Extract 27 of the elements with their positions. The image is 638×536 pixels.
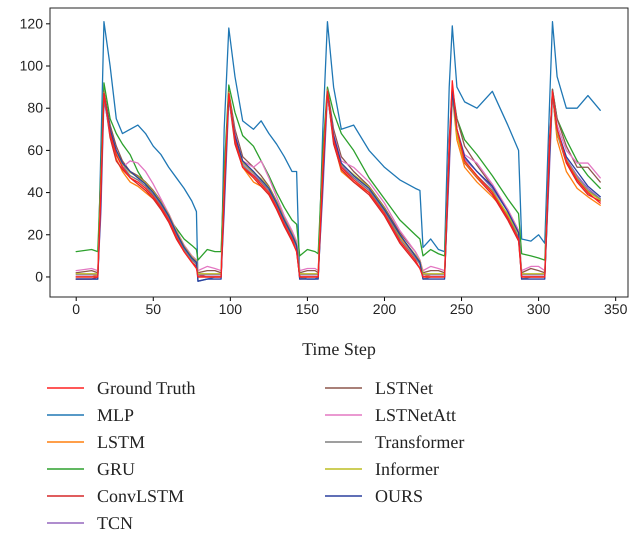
x-tick-label: 50: [145, 300, 162, 317]
x-tick-label: 150: [296, 300, 320, 317]
y-tick-label: 0: [35, 268, 44, 284]
y-tick-label: 20: [27, 226, 44, 242]
x-tick-label: 200: [372, 300, 396, 317]
y-tick-label: 100: [20, 57, 44, 74]
legend-label: LSTM: [97, 432, 146, 452]
x-tick-label: 250: [450, 300, 474, 317]
x-tick-label: 100: [218, 300, 242, 317]
x-tick-label: 300: [526, 300, 550, 317]
legend-label: TCN: [97, 513, 133, 533]
legend-label: GRU: [97, 459, 136, 479]
y-tick-label: 80: [27, 100, 44, 116]
x-axis-title: Time Step: [302, 339, 376, 359]
x-tick-label: 350: [604, 300, 628, 317]
y-tick-label: 60: [27, 142, 44, 158]
y-tick-label: 120: [20, 15, 44, 32]
x-tick-label: 0: [72, 300, 80, 317]
legend-label: MLP: [97, 405, 134, 425]
legend-label: LSTNetAtt: [375, 405, 456, 425]
legend-label: Transformer: [375, 432, 464, 452]
y-tick-label: 40: [27, 184, 44, 200]
legend-label: Informer: [375, 459, 439, 479]
legend-label: ConvLSTM: [97, 486, 184, 506]
legend-label: Ground Truth: [97, 378, 196, 398]
legend-label: LSTNet: [375, 378, 433, 398]
legend-label: OURS: [375, 486, 424, 506]
